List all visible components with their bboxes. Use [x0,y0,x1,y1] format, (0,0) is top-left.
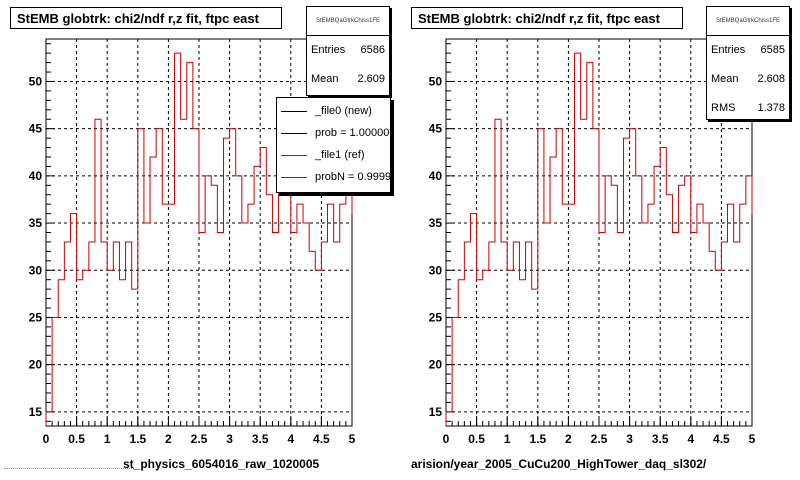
right-x-tick-label: 1 [504,432,511,446]
right-x-tick-label: 3.5 [652,432,669,446]
left-y-tick-label: 40 [29,169,43,183]
legend-swatch [281,155,307,156]
left-x-tick-label: 1.5 [129,432,146,446]
right-x-tick-label: 5 [749,432,756,446]
left-x-tick-label: 3.5 [252,432,269,446]
left-stats-box: StEMBQaGtrkChiss1FE Entries 6586 Mean 2.60… [306,6,390,96]
left-y-tick-label: 35 [29,216,43,230]
right-x-axis-label: arision/year_2005_CuCu200_HighTower_daq_… [411,457,707,471]
right-x-tick-label: 0.5 [468,432,485,446]
right-y-tick-label: 45 [429,122,443,136]
left-x-tick-label: 5 [349,432,356,446]
right-stats-box: StEMBQaGtrkChiss1FE Entries 6585 Mean 2.60… [706,6,790,120]
legend-entry: probN = 0.999915 [277,166,390,188]
left-x-tick-label: 2 [165,432,172,446]
right-y-tick-label: 25 [429,310,443,324]
left-x-axis-label: st_physics_6054016_raw_1020005 [123,457,320,471]
right-x-tick-label: 1.5 [529,432,546,446]
right-x-tick-label: 0 [443,432,450,446]
right-chart-title: StEMB globtrk: chi2/ndf r,z fit, ftpc ea… [411,7,683,29]
left-y-tick-label: 50 [29,74,43,88]
left-histogram-series [45,52,353,426]
left-stats-mean: Mean 2.609 [311,73,385,85]
left-x-tick-label: 4 [287,432,294,446]
right-x-tick-label: 2.5 [591,432,608,446]
left-x-tick-label: 0 [43,432,50,446]
legend-swatch [281,111,307,112]
left-legend: _file0 (new) prob = 1.000000 _file1 (ref… [276,97,391,193]
legend-swatch [281,133,307,134]
right-y-tick-label: 35 [429,216,443,230]
legend-entry: _file1 (ref) [277,144,390,166]
left-chart-title: StEMB globtrk: chi2/ndf r,z fit, ftpc ea… [10,7,282,29]
left-y-tick-label: 15 [29,405,43,419]
left-x-tick-label: 1 [104,432,111,446]
left-stats-header: StEMBQaGtrkChiss1FE [307,7,389,36]
right-stats-header: StEMBQaGtrkChiss1FE [707,7,789,36]
left-y-tick-label: 45 [29,122,43,136]
right-x-tick-label: 3 [626,432,633,446]
right-x-tick-label: 2 [565,432,572,446]
right-x-tick-label: 4.5 [713,432,730,446]
right-y-tick-label: 50 [429,74,443,88]
left-x-tick-label: 3 [226,432,233,446]
right-stats-rms: RMS 1.378 [711,102,785,114]
right-y-tick-label: 20 [429,358,443,372]
left-x-tick-label: 0.5 [68,432,85,446]
right-y-tick-label: 15 [429,405,443,419]
right-x-tick-label: 4 [687,432,694,446]
legend-swatch [281,177,307,178]
left-y-tick-label: 20 [29,358,43,372]
left-x-tick-label: 2.5 [191,432,208,446]
legend-entry: prob = 1.000000 [277,122,390,144]
right-stats-mean: Mean 2.608 [711,73,785,85]
right-y-tick-label: 40 [429,169,443,183]
left-y-tick-label: 25 [29,310,43,324]
left-stats-entries: Entries 6586 [311,44,385,56]
right-stats-entries: Entries 6585 [711,44,785,56]
right-y-tick-label: 30 [429,263,443,277]
left-y-tick-label: 30 [29,263,43,277]
legend-entry: _file0 (new) [277,100,390,122]
footer-divider [4,468,134,469]
left-x-tick-label: 4.5 [313,432,330,446]
right-histogram-series [445,52,753,426]
